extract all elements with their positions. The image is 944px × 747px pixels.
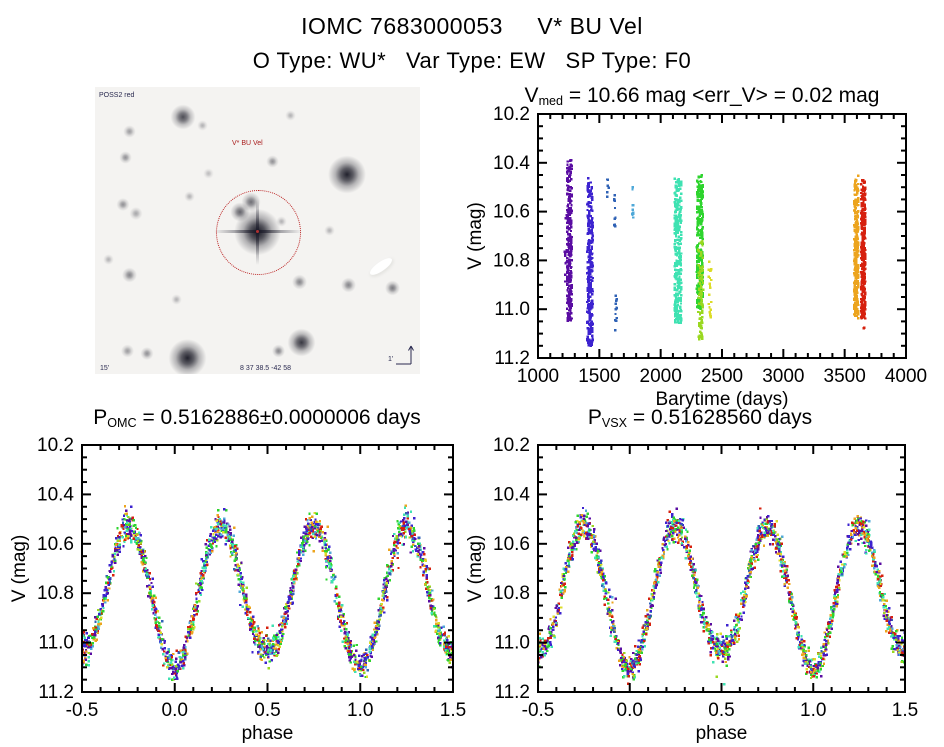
axis-label: 10.2 [37, 436, 74, 456]
corner-label: 15' [100, 365, 109, 372]
axis-label: 2000 [640, 366, 682, 387]
field-star [272, 344, 286, 358]
field-star [284, 110, 296, 122]
vmed-subscript: med [538, 94, 564, 109]
axis-label: 3000 [762, 366, 804, 387]
axis-label: phase [242, 723, 294, 744]
axis-label: 1500 [578, 366, 620, 387]
field-star [120, 344, 135, 358]
vsx-phase-plot: -0.5 0.0 0.5 1.0 1.5 10.2 10.4 10.6 10.8 11.0 11.2… [465, 436, 918, 744]
axis-label: 2500 [701, 366, 743, 387]
axis-label: 10.4 [37, 484, 74, 505]
field-star [129, 206, 143, 220]
axis-label: 11.0 [38, 633, 74, 654]
axis-label: 10.6 [493, 534, 530, 555]
finder-annotations: POSS2 red V* BU Vel 8 37 38.5 -42 58 15'… [99, 92, 414, 372]
axis-label: -0.5 [66, 700, 99, 721]
target-circle [216, 190, 301, 275]
axis-label: Barytime (days) [655, 389, 788, 410]
field-star [203, 167, 215, 179]
axis-label: V (mag) [465, 535, 486, 603]
axis-label: 1.0 [347, 700, 373, 721]
axis-label: 4000 [885, 366, 927, 387]
field-star [169, 103, 196, 131]
axis-label: V (mag) [465, 202, 486, 270]
field-star [119, 150, 133, 164]
field-star [116, 198, 130, 212]
field-star [140, 347, 154, 361]
field-star [167, 338, 208, 374]
field-star [196, 120, 208, 132]
scale-label: 1' [388, 356, 393, 363]
field-star [323, 225, 335, 236]
page-subtitle: O Type: WU* Var Type: EW SP Type: F0 [252, 48, 692, 73]
coords-label: 8 37 38.5 -42 58 [240, 365, 291, 372]
pvsx-subscript: VSX [601, 416, 628, 431]
axis-label: 10.8 [493, 250, 530, 271]
target-label: V* BU Vel [232, 140, 263, 147]
axis-label: 0.0 [617, 700, 643, 721]
scatter-points [537, 506, 906, 686]
field-star [122, 124, 136, 139]
axis-label: 1000 [517, 366, 559, 387]
vmed-symbol: V [524, 84, 539, 107]
barytime-header: Vmed = 10.66 mag <err_V> = 0.02 mag [460, 84, 944, 108]
axis-label: 1.5 [892, 700, 918, 721]
compass-icon [396, 345, 414, 365]
omc-period-title: POMC = 0.5162886±0.0000006 days [20, 406, 494, 430]
pvsx-value: = 0.51628560 days [627, 406, 813, 429]
pomc-subscript: OMC [107, 416, 137, 431]
axis-label: 10.4 [493, 153, 530, 174]
axis-label: 11.0 [494, 299, 530, 320]
axis-label: phase [696, 723, 748, 744]
axis-label: 10.8 [37, 583, 74, 604]
axis-label: 10.2 [493, 105, 530, 125]
survey-label: POSS2 red [99, 92, 135, 99]
axis-label: 10.6 [37, 534, 74, 555]
vmed-value: = 10.66 mag <err_V> = 0.02 mag [563, 84, 880, 107]
pvsx-symbol: P [587, 406, 602, 429]
axis-label: 10.6 [493, 202, 530, 223]
axis-label: V (mag) [9, 535, 30, 603]
axis-label: 10.8 [493, 583, 530, 604]
axis-label: 1.5 [440, 700, 466, 721]
omc-phase-plot: -0.5 0.0 0.5 1.0 1.5 10.2 10.4 10.6 10.8 11.0 11.2… [9, 436, 466, 744]
axis-label: 0.5 [254, 700, 280, 721]
axis-label: 0.5 [708, 700, 734, 721]
barytime-plot: 1000 1500 2000 2500 3000 3500 4000 10.2 10.4 10.6… [465, 105, 927, 410]
plot-frame [81, 444, 454, 693]
vsx-period-title: PVSX = 0.51628560 days [456, 406, 944, 430]
axis-label: 10.2 [493, 436, 530, 456]
scatter-points [80, 504, 454, 681]
axis-label: 11.2 [494, 682, 530, 703]
field-star [265, 155, 279, 169]
axis-label: 3500 [824, 366, 866, 387]
axis-label: 11.2 [494, 348, 530, 369]
field-star [292, 274, 308, 290]
finder-chart-image: POSS2 red V* BU Vel 8 37 38.5 -42 58 15'… [95, 87, 420, 374]
plot-frame [537, 113, 907, 359]
pomc-symbol: P [93, 406, 108, 429]
axis-ticks [537, 444, 906, 693]
pomc-value: = 0.5162886±0.0000006 days [136, 406, 421, 429]
field-star [183, 190, 195, 202]
page-title: IOMC 7683000053 V* BU Vel [301, 13, 643, 39]
axis-label: 11.0 [494, 633, 530, 654]
field-star [384, 280, 401, 296]
axis-label: -0.5 [522, 700, 555, 721]
axis-label: 0.0 [162, 700, 188, 721]
axis-label: 11.2 [38, 682, 74, 703]
axis-label: 10.4 [493, 484, 530, 505]
scatter-points [563, 159, 867, 347]
field-star [121, 267, 138, 283]
axis-label: 1.0 [800, 700, 826, 721]
field-star [170, 293, 182, 305]
field-star [287, 328, 316, 357]
plot-frame [537, 444, 906, 693]
field-star [102, 253, 114, 265]
field-star [340, 277, 357, 293]
field-star [327, 154, 367, 195]
